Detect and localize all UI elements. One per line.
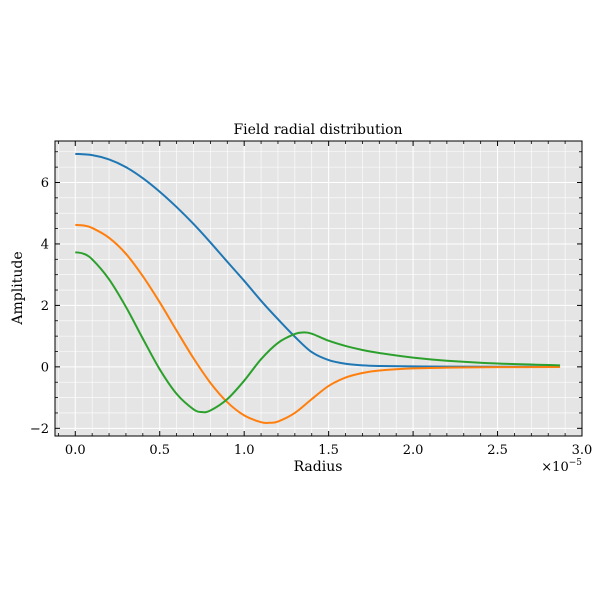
y-tick-label: 0 [41, 360, 49, 375]
x-tick-label: 1.5 [318, 443, 339, 458]
data-series [75, 152, 561, 424]
series-line-3 [75, 251, 561, 414]
x-tick-label: 1.0 [234, 443, 255, 458]
x-offset-base: ×10 [541, 460, 568, 475]
x-tick-label: 0.0 [65, 443, 86, 458]
y-tick-label: 6 [41, 176, 49, 191]
series-line-2 [75, 223, 561, 424]
y-axis-label: Amplitude [10, 251, 26, 325]
y-tick-label: 2 [41, 299, 49, 314]
x-tick-label: 3.0 [572, 443, 593, 458]
y-tick-label: −2 [30, 422, 49, 437]
plot-area [55, 141, 582, 436]
y-ticks: −2 0 2 4 6 [30, 151, 582, 437]
series-line-1 [75, 152, 561, 368]
x-ticks: 0.0 0.5 1.0 1.5 2.0 2.5 3.0 [57, 141, 593, 458]
x-tick-label: 0.5 [149, 443, 170, 458]
grid-lines [55, 141, 583, 436]
x-offset-exponent: −5 [569, 458, 583, 468]
y-tick-label: 4 [41, 237, 49, 252]
x-tick-label: 2.5 [487, 443, 508, 458]
x-offset-label: ×10−5 [541, 458, 582, 475]
x-axis-label: Radius [294, 459, 343, 475]
chart-title: Field radial distribution [233, 122, 402, 138]
plot-frame [54, 140, 583, 437]
x-tick-label: 2.0 [403, 443, 424, 458]
